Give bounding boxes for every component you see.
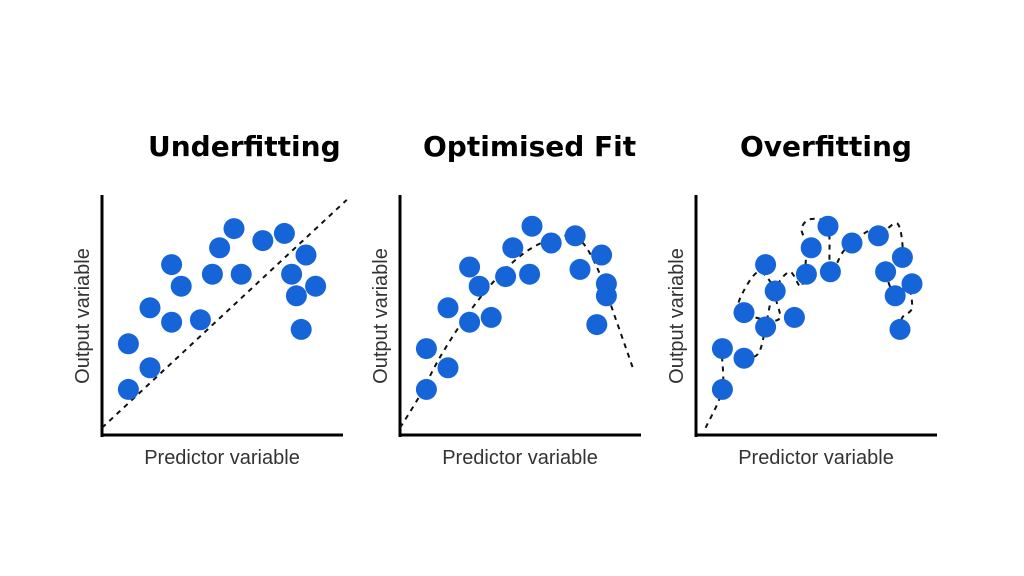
data-point (540, 232, 562, 254)
data-point (819, 261, 841, 283)
data-point (891, 246, 913, 268)
data-point (519, 263, 541, 285)
data-point (795, 263, 817, 285)
data-point (170, 275, 192, 297)
data-point (733, 302, 755, 324)
data-point (285, 285, 307, 307)
fit-line-group (101, 199, 348, 429)
points-group (117, 218, 327, 400)
data-point (161, 311, 183, 333)
chart-title-underfitting: Underfitting (148, 130, 341, 163)
data-point (889, 318, 911, 340)
data-point (764, 280, 786, 302)
data-point (564, 225, 586, 247)
data-point (252, 230, 274, 252)
data-point (901, 273, 923, 295)
y-axis-label: Output variable (370, 248, 392, 384)
data-point (875, 261, 897, 283)
data-point (295, 244, 317, 266)
data-point (290, 318, 312, 340)
data-point (586, 314, 608, 336)
data-point (817, 215, 839, 237)
data-point (569, 258, 591, 280)
data-point (468, 275, 490, 297)
y-axis-label: Output variable (666, 248, 688, 384)
data-point (139, 357, 161, 379)
data-point (437, 357, 459, 379)
data-point (480, 306, 502, 328)
data-point (209, 237, 231, 259)
data-point (223, 218, 245, 240)
data-point (459, 256, 481, 278)
data-point (502, 237, 524, 259)
data-point (884, 285, 906, 307)
data-point (495, 266, 517, 288)
data-point (783, 306, 805, 328)
y-axis-label: Output variable (72, 248, 94, 384)
data-point (733, 347, 755, 369)
data-point (521, 215, 543, 237)
data-point (189, 309, 211, 331)
data-point (273, 222, 295, 244)
data-point (867, 225, 889, 247)
data-point (161, 254, 183, 276)
panel-overfitting: Predictor variable Output variable (666, 195, 937, 469)
data-point (800, 237, 822, 259)
data-point (117, 378, 139, 400)
data-point (711, 378, 733, 400)
data-point (201, 263, 223, 285)
points-group (711, 215, 923, 400)
data-point (755, 254, 777, 276)
data-point (305, 275, 327, 297)
panel-optimised-fit: Predictor variable Output variable (370, 195, 641, 469)
chart-title-overfitting: Overfitting (740, 130, 912, 163)
data-point (459, 311, 481, 333)
chart-title-optimised-fit: Optimised Fit (423, 130, 637, 163)
data-point (415, 378, 437, 400)
data-point (230, 263, 252, 285)
data-point (117, 333, 139, 355)
data-point (281, 263, 303, 285)
data-point (841, 232, 863, 254)
x-axis-label: Predictor variable (442, 447, 598, 469)
x-axis-label: Predictor variable (738, 447, 894, 469)
data-point (755, 316, 777, 338)
data-point (437, 297, 459, 319)
data-point (591, 244, 613, 266)
points-group (415, 215, 617, 400)
data-point (415, 338, 437, 360)
x-axis-label: Predictor variable (144, 447, 300, 469)
data-point (711, 338, 733, 360)
fit-line (101, 199, 348, 429)
panel-underfitting: Predictor variable Output variable (72, 195, 348, 469)
data-point (595, 285, 617, 307)
data-point (139, 297, 161, 319)
